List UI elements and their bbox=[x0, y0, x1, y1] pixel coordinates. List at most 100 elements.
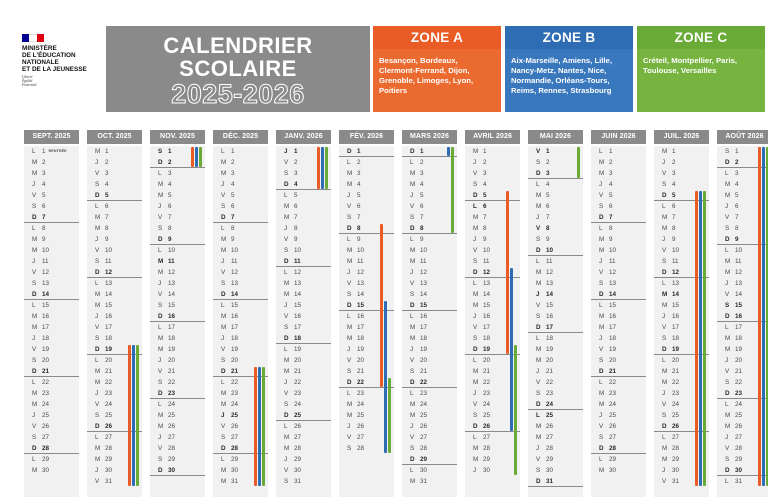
day-number: 22 bbox=[294, 379, 302, 386]
weekday-letter: J bbox=[158, 280, 162, 287]
day-number: 8 bbox=[294, 225, 298, 232]
day-row: V 21 bbox=[150, 366, 205, 377]
day-row: S 13 bbox=[213, 278, 268, 289]
day-number: 8 bbox=[357, 225, 361, 232]
day-number: 10 bbox=[231, 247, 239, 254]
day-number: 25 bbox=[735, 412, 743, 419]
day-number: 10 bbox=[546, 247, 554, 254]
day-number: 17 bbox=[168, 324, 176, 331]
day-number: 16 bbox=[168, 313, 176, 320]
weekday-letter: L bbox=[284, 423, 288, 430]
day-row: V 20 bbox=[402, 355, 457, 366]
day-row: L 30 bbox=[402, 465, 457, 476]
weekday-letter: V bbox=[221, 269, 226, 276]
day-row: D 30 bbox=[150, 465, 205, 476]
day-number: 15 bbox=[357, 302, 365, 309]
day-row: L 15 bbox=[213, 300, 268, 311]
weekday-letter: V bbox=[95, 324, 100, 331]
day-number: 24 bbox=[357, 401, 365, 408]
day-number: 15 bbox=[231, 302, 239, 309]
weekday-letter: S bbox=[536, 467, 541, 474]
weekday-letter: J bbox=[599, 335, 603, 342]
day-row: S 15 bbox=[717, 300, 768, 311]
day-row: L 22 bbox=[213, 377, 268, 388]
day-row: S 22 bbox=[717, 377, 768, 388]
weekday-letter: J bbox=[284, 379, 288, 386]
weekday-letter: M bbox=[725, 181, 731, 188]
weekday-letter: L bbox=[473, 434, 477, 441]
day-number: 26 bbox=[609, 423, 617, 430]
weekday-letter: D bbox=[284, 412, 289, 419]
day-number: 25 bbox=[483, 412, 491, 419]
day-number: 2 bbox=[42, 159, 46, 166]
day-number: 4 bbox=[672, 181, 676, 188]
day-number: 24 bbox=[483, 401, 491, 408]
day-row: V 19 bbox=[213, 344, 268, 355]
day-number: 19 bbox=[231, 346, 239, 353]
day-row: V 10 bbox=[465, 245, 520, 256]
month-header: AOÛT 2026 bbox=[717, 130, 768, 144]
day-number: 7 bbox=[483, 214, 487, 221]
day-number: 10 bbox=[42, 247, 50, 254]
weekday-letter: M bbox=[536, 192, 542, 199]
day-number: 13 bbox=[735, 280, 743, 287]
weekday-letter: L bbox=[725, 247, 729, 254]
weekday-letter: M bbox=[32, 170, 38, 177]
day-number: 10 bbox=[168, 247, 176, 254]
weekday-letter: D bbox=[662, 346, 667, 353]
weekday-letter: M bbox=[32, 324, 38, 331]
day-number: 23 bbox=[42, 390, 50, 397]
day-number: 14 bbox=[483, 291, 491, 298]
day-number: 18 bbox=[735, 335, 743, 342]
day-number: 24 bbox=[168, 401, 176, 408]
day-number: 16 bbox=[231, 313, 239, 320]
day-number: 25 bbox=[420, 412, 428, 419]
weekday-letter: J bbox=[347, 346, 351, 353]
day-number: 16 bbox=[735, 313, 743, 320]
day-row: D 12 bbox=[465, 267, 520, 278]
day-row: S 24 bbox=[276, 399, 331, 410]
day-number: 27 bbox=[105, 434, 113, 441]
day-row: V 14 bbox=[150, 289, 205, 300]
day-number: 16 bbox=[609, 313, 617, 320]
day-row: M 17 bbox=[339, 322, 394, 333]
day-number: 9 bbox=[420, 236, 424, 243]
day-number: 2 bbox=[735, 159, 739, 166]
month-header: MARS 2026 bbox=[402, 130, 457, 144]
day-row: V 21 bbox=[717, 366, 768, 377]
weekday-letter: L bbox=[662, 280, 666, 287]
day-number: 3 bbox=[294, 170, 298, 177]
weekday-letter: M bbox=[284, 434, 290, 441]
weekday-letter: M bbox=[536, 269, 542, 276]
weekday-letter: D bbox=[32, 214, 37, 221]
day-row: D 10 bbox=[528, 245, 583, 256]
weekday-letter: D bbox=[158, 236, 163, 243]
month-column: AVRIL 2026 M 1 J 2 V 3 S 4 D 5 L 6 M 7 M 8 J 9 V 10 S 11 D 12 L 13… bbox=[465, 130, 520, 497]
day-number: 18 bbox=[357, 335, 365, 342]
weekday-letter: L bbox=[662, 434, 666, 441]
day-row: M 29 bbox=[465, 454, 520, 465]
weekday-letter: L bbox=[284, 192, 288, 199]
weekday-letter: J bbox=[284, 302, 288, 309]
month-column: FÉV. 2026 D 1 L 2 M 3 M 4 J 5 V 6 S 7 D 8 L 9 M 10 M 11 J 12 V 13 S… bbox=[339, 130, 394, 497]
day-row: M 26 bbox=[150, 421, 205, 432]
day-row: J 22 bbox=[276, 377, 331, 388]
day-row: S 13 bbox=[591, 278, 646, 289]
day-row: M 30 bbox=[24, 465, 79, 476]
day-number: 12 bbox=[357, 269, 365, 276]
day-row: M 18 bbox=[402, 333, 457, 344]
weekday-letter: M bbox=[95, 368, 101, 375]
day-number: 29 bbox=[735, 456, 743, 463]
weekday-letter: S bbox=[410, 214, 415, 221]
weekday-letter: S bbox=[473, 258, 478, 265]
title-line-1: CALENDRIER bbox=[163, 33, 313, 58]
weekday-letter: D bbox=[473, 346, 478, 353]
weekday-letter: D bbox=[599, 291, 604, 298]
day-number: 12 bbox=[483, 269, 491, 276]
